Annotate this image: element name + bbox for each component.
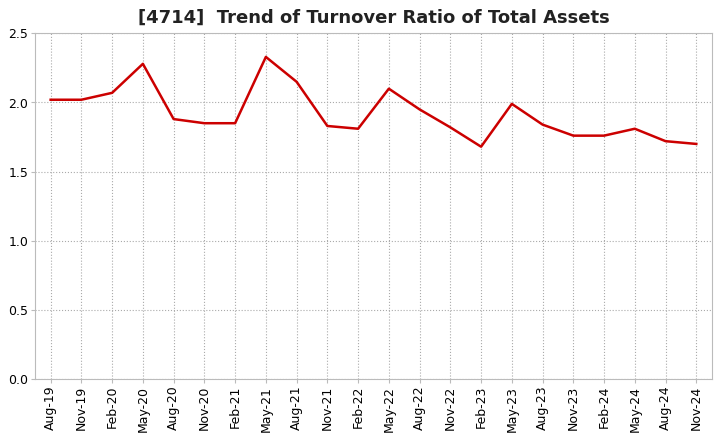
Title: [4714]  Trend of Turnover Ratio of Total Assets: [4714] Trend of Turnover Ratio of Total … — [138, 8, 609, 26]
